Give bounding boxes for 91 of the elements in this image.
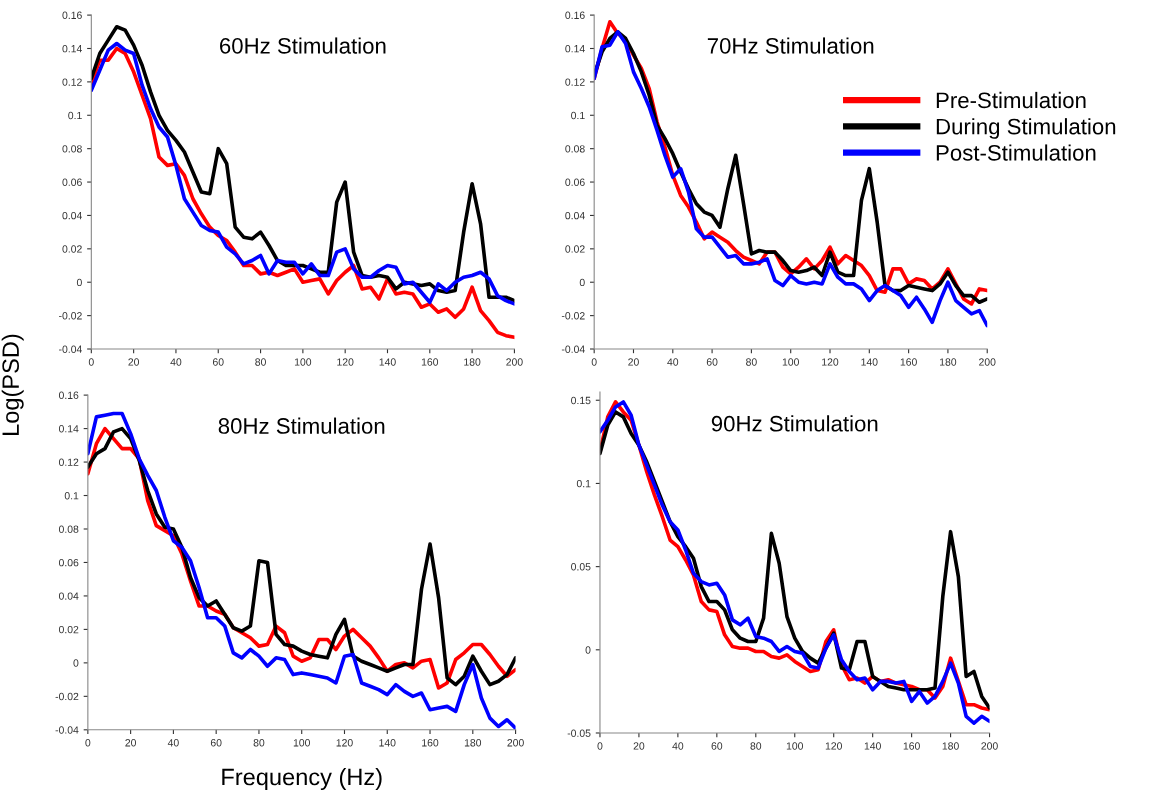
x-tick-label: 140 — [861, 358, 878, 366]
y-tick-label: 0.02 — [565, 245, 585, 253]
x-tick-label: 20 — [125, 739, 137, 747]
y-tick-label: 0.16 — [58, 391, 79, 399]
y-tick-label: 0.1 — [64, 492, 79, 500]
y-tick-label: 0.16 — [565, 11, 585, 19]
y-tick-label: 0 — [76, 278, 82, 287]
y-tick-label: 0.04 — [58, 592, 79, 600]
y-tick-label: 0.12 — [565, 78, 585, 86]
x-tick-label: 40 — [170, 358, 182, 366]
legend-label: Pre-Stimulation — [936, 91, 1086, 109]
text: 70Hz Stimulation — [707, 37, 874, 54]
x-tick-label: 60 — [212, 358, 224, 366]
x-tick-label: 40 — [167, 739, 179, 747]
y-tick-label: -0.02 — [55, 692, 79, 701]
x-tick-label: 200 — [981, 742, 998, 750]
x-tick-label: 80 — [750, 742, 762, 750]
x-tick-label: 140 — [379, 739, 396, 747]
x-tick-label: 20 — [633, 742, 645, 750]
y-tick-label: 0.02 — [58, 625, 79, 634]
x-axis-title: Frequency (Hz) — [222, 767, 382, 790]
x-tick-label: 180 — [940, 358, 957, 366]
x-tick-label: 120 — [825, 742, 842, 750]
x-tick-label: 60 — [711, 742, 723, 750]
y-tick-label: 0.08 — [565, 145, 585, 153]
x-tick-label: 80 — [746, 358, 757, 366]
x-tick-label: 140 — [379, 358, 396, 366]
y-tick-label: -0.02 — [561, 312, 585, 320]
y-tick-label: -0.04 — [59, 345, 82, 353]
text: 90Hz Stimulation — [711, 415, 878, 432]
x-tick-label: 160 — [421, 358, 439, 366]
x-tick-label: 40 — [667, 358, 679, 366]
y-tick-label: 0.05 — [571, 563, 591, 571]
x-tick-label: 160 — [422, 739, 439, 747]
x-tick-label: 180 — [464, 739, 482, 747]
x-tick-label: 160 — [900, 358, 917, 366]
x-tick-label: 60 — [706, 358, 718, 366]
text: 80Hz Stimulation — [218, 417, 385, 434]
y-tick-label: 0.04 — [62, 211, 82, 220]
legend-label: Post-Stimulation — [936, 144, 1096, 161]
y-tick-label: 0 — [585, 646, 591, 654]
y-tick-label: 0 — [73, 659, 79, 667]
x-tick-label: 200 — [507, 739, 524, 747]
x-tick-label: 40 — [672, 742, 684, 750]
y-tick-label: 0.16 — [62, 11, 82, 19]
x-tick-label: 100 — [294, 358, 312, 366]
y-tick-label: 0.08 — [62, 145, 82, 153]
x-tick-label: 120 — [336, 739, 353, 747]
y-tick-label: 0.1 — [68, 111, 82, 120]
x-tick-label: 100 — [786, 742, 804, 750]
x-tick-label: 80 — [253, 739, 265, 747]
y-tick-label: 0.14 — [58, 425, 79, 433]
y-tick-label: 0.06 — [58, 558, 79, 567]
x-tick-label: 0 — [85, 739, 91, 747]
y-tick-label: -0.02 — [59, 312, 82, 320]
y-tick-label: 0 — [579, 278, 585, 287]
text: 60Hz Stimulation — [220, 37, 386, 54]
x-tick-label: 0 — [88, 358, 94, 366]
x-tick-label: 120 — [822, 358, 839, 366]
legend-label: During Stimulation — [936, 118, 1116, 139]
y-tick-label: 0.12 — [58, 458, 79, 466]
y-tick-label: 0.06 — [565, 178, 585, 186]
y-axis-title: Log(PSD) — [1, 334, 24, 435]
y-tick-label: 0.06 — [62, 178, 82, 186]
x-tick-label: 200 — [506, 358, 523, 366]
y-tick-label: 0.15 — [571, 396, 591, 405]
y-tick-label: -0.04 — [55, 726, 79, 734]
x-tick-label: 0 — [597, 742, 603, 750]
x-tick-label: 180 — [942, 742, 959, 750]
x-tick-label: 20 — [628, 358, 639, 366]
x-tick-label: 180 — [464, 358, 481, 366]
y-tick-label: -0.05 — [567, 729, 591, 737]
y-tick-label: 0.12 — [62, 78, 82, 86]
y-tick-label: 0.14 — [565, 45, 585, 53]
y-tick-label: 0.1 — [571, 111, 585, 120]
x-tick-label: 100 — [293, 739, 310, 747]
y-tick-label: 0.04 — [565, 211, 585, 220]
x-tick-label: 140 — [864, 742, 881, 750]
y-tick-label: 0.02 — [62, 245, 82, 253]
x-tick-label: 120 — [337, 358, 354, 366]
y-tick-label: 0.14 — [62, 45, 82, 53]
y-tick-label: 0.1 — [576, 479, 591, 488]
x-tick-label: 200 — [979, 358, 996, 366]
y-tick-label: 0.08 — [58, 525, 79, 533]
y-tick-label: -0.04 — [561, 345, 585, 353]
x-tick-label: 80 — [255, 358, 266, 366]
x-tick-label: 60 — [210, 739, 222, 747]
x-tick-label: 160 — [903, 742, 920, 750]
x-tick-label: 100 — [782, 358, 799, 366]
x-tick-label: 0 — [591, 358, 597, 366]
x-tick-label: 20 — [128, 358, 140, 366]
